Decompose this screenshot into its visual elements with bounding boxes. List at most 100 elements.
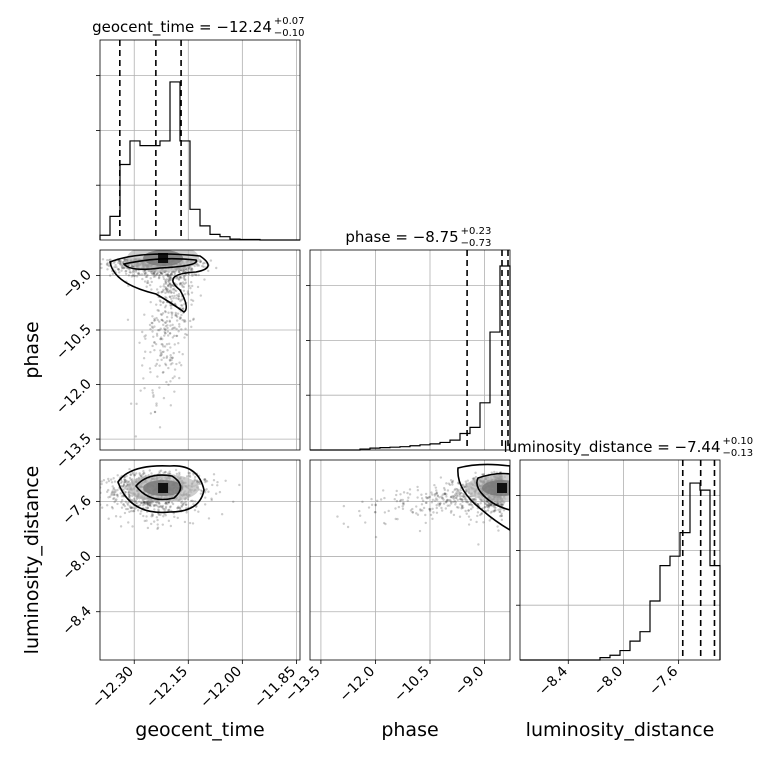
sample-point (183, 282, 186, 286)
sample-point (171, 362, 174, 365)
sample-point (178, 325, 181, 328)
sample-point (100, 266, 103, 270)
sample-point (431, 517, 434, 521)
sample-point (164, 310, 167, 314)
sample-point (168, 506, 172, 509)
sample-point (232, 500, 235, 503)
sample-point (164, 362, 167, 366)
sample-point (367, 506, 371, 509)
sample-point (142, 501, 146, 505)
sample-point (106, 261, 109, 265)
sample-point (167, 311, 170, 314)
sample-point (145, 500, 149, 504)
sample-point (133, 499, 136, 503)
sample-point (180, 505, 183, 508)
sample-point (441, 496, 444, 500)
sample-point (116, 493, 119, 497)
sample-point (119, 515, 122, 519)
sample-point (203, 478, 207, 481)
sample-point (493, 509, 496, 513)
sample-point (129, 473, 132, 477)
sample-point (179, 276, 182, 280)
sample-point (145, 275, 149, 278)
sample-point (443, 492, 447, 495)
sample-point (446, 504, 449, 507)
sample-point (170, 273, 173, 276)
sample-point (158, 502, 161, 505)
sample-point (197, 480, 201, 483)
sample-point (167, 275, 170, 278)
sample-point (161, 523, 164, 526)
sample-point (116, 488, 119, 492)
sample-point (154, 364, 157, 367)
sample-point (147, 281, 150, 285)
sample-point (166, 272, 169, 276)
sample-point (226, 531, 228, 533)
sample-point (199, 294, 203, 297)
sample-point (158, 364, 161, 367)
sample-point (430, 491, 433, 494)
sample-point (120, 501, 123, 504)
sample-point (161, 337, 164, 341)
sample-point (416, 488, 420, 492)
sample-point (151, 513, 155, 516)
sample-point (162, 275, 165, 278)
sample-point (154, 273, 157, 276)
sample-point (143, 269, 147, 273)
axes-frame (99, 249, 301, 451)
sample-point (192, 318, 195, 321)
sample-point (191, 522, 195, 525)
sample-point (162, 300, 165, 304)
sample-point (168, 320, 172, 323)
sample-point (124, 260, 128, 264)
sample-point (163, 512, 166, 516)
sample-point (163, 306, 167, 309)
sample-point (161, 504, 165, 508)
sample-point (450, 509, 453, 513)
sample-point (402, 491, 406, 494)
y-tick-label-luminosity_distance: −8.4 (59, 603, 94, 638)
sample-point (95, 504, 97, 506)
sample-point (164, 291, 167, 295)
sample-point (173, 271, 177, 274)
sample-point (121, 485, 124, 488)
sample-point (188, 267, 191, 271)
sample-point (489, 503, 493, 507)
sample-point (152, 393, 155, 397)
sample-point (459, 491, 462, 494)
sample-point (168, 295, 172, 299)
grid (310, 460, 510, 660)
sample-point (148, 501, 152, 504)
sample-point (132, 510, 135, 513)
sample-point (435, 489, 438, 492)
sample-point (127, 521, 130, 524)
sample-point (169, 505, 172, 508)
sample-point (100, 491, 102, 495)
sample-point (169, 289, 172, 292)
sample-point (119, 481, 123, 485)
sample-point (451, 494, 454, 498)
sample-point (431, 493, 434, 496)
sample-point (149, 522, 153, 526)
sample-point (165, 380, 168, 384)
sample-point (188, 474, 191, 477)
sample-point (170, 291, 173, 294)
sample-point (149, 350, 152, 354)
sample-point (131, 500, 134, 503)
sample-point (196, 480, 199, 484)
sample-point (170, 358, 173, 362)
sample-point (185, 511, 188, 514)
sample-point (180, 298, 183, 301)
sample-point (500, 512, 503, 515)
sample-point (361, 500, 364, 504)
sample-point (203, 278, 206, 281)
sample-point (157, 291, 160, 294)
sample-point (190, 298, 193, 302)
sample-point (132, 274, 135, 278)
sample-point (457, 506, 460, 509)
sample-point (191, 268, 194, 271)
sample-point (176, 506, 179, 510)
sample-point (191, 274, 194, 278)
sample-point (122, 260, 125, 264)
axes-frame (519, 459, 721, 661)
